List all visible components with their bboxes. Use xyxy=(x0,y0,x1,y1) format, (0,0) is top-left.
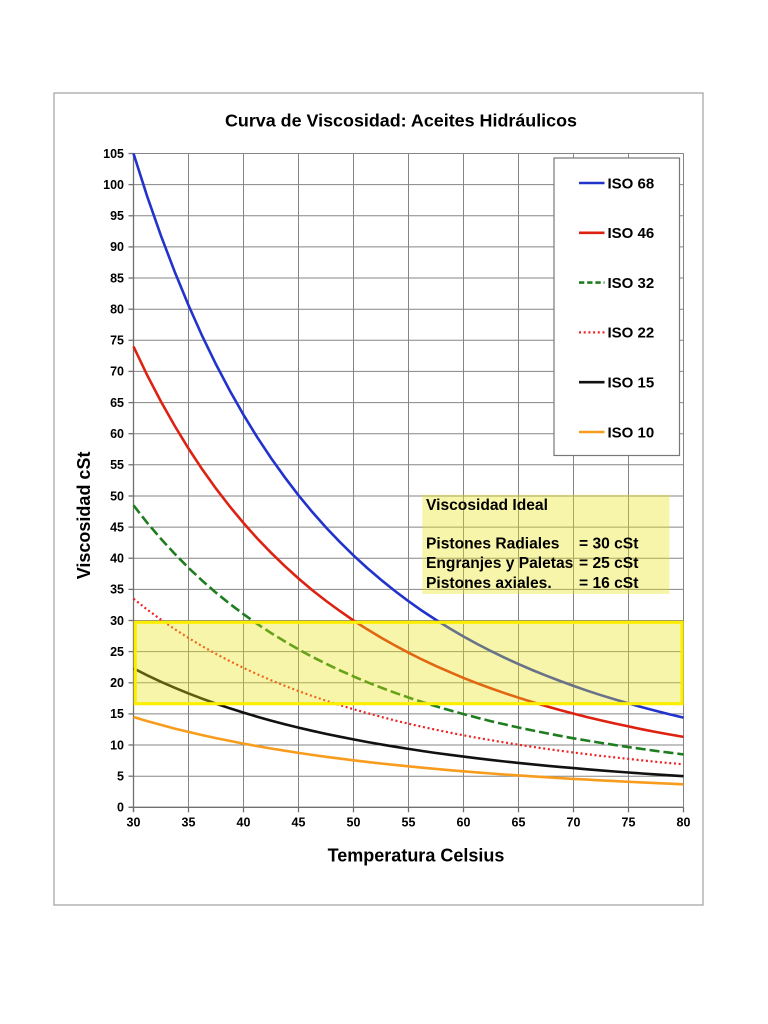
svg-text:35: 35 xyxy=(182,815,196,829)
svg-text:95: 95 xyxy=(110,209,124,223)
svg-text:= 25 cSt: = 25 cSt xyxy=(579,555,638,572)
svg-text:40: 40 xyxy=(237,815,251,829)
svg-text:80: 80 xyxy=(677,815,691,829)
svg-text:= 16 cSt: = 16 cSt xyxy=(579,575,638,592)
svg-text:100: 100 xyxy=(103,178,124,192)
svg-text:Pistones Radiales: Pistones Radiales xyxy=(426,536,560,553)
svg-text:45: 45 xyxy=(110,520,124,534)
svg-text:70: 70 xyxy=(110,365,124,379)
svg-text:75: 75 xyxy=(622,815,636,829)
svg-text:Viscosidad Ideal: Viscosidad Ideal xyxy=(426,497,548,514)
svg-text:= 30 cSt: = 30 cSt xyxy=(579,536,638,553)
svg-text:65: 65 xyxy=(512,815,526,829)
svg-text:10: 10 xyxy=(110,738,124,752)
svg-text:0: 0 xyxy=(117,801,124,815)
svg-text:15: 15 xyxy=(110,707,124,721)
svg-text:Temperatura Celsius: Temperatura Celsius xyxy=(328,846,505,866)
svg-text:50: 50 xyxy=(110,489,124,503)
svg-text:75: 75 xyxy=(110,334,124,348)
svg-text:40: 40 xyxy=(110,552,124,566)
svg-text:Viscosidad cSt: Viscosidad cSt xyxy=(74,452,94,580)
svg-text:85: 85 xyxy=(110,271,124,285)
svg-text:ISO 32: ISO 32 xyxy=(608,275,655,292)
svg-text:ISO 68: ISO 68 xyxy=(608,175,655,192)
svg-text:Curva de Viscosidad: Aceites H: Curva de Viscosidad: Aceites Hidráulicos xyxy=(225,111,577,131)
svg-text:ISO 15: ISO 15 xyxy=(608,375,655,392)
svg-text:45: 45 xyxy=(292,815,306,829)
svg-text:70: 70 xyxy=(567,815,581,829)
svg-text:60: 60 xyxy=(110,427,124,441)
svg-text:30: 30 xyxy=(127,815,141,829)
svg-text:25: 25 xyxy=(110,645,124,659)
svg-text:55: 55 xyxy=(402,815,416,829)
svg-text:105: 105 xyxy=(103,147,124,161)
svg-text:60: 60 xyxy=(457,815,471,829)
svg-text:ISO 46: ISO 46 xyxy=(608,225,655,242)
svg-text:65: 65 xyxy=(110,396,124,410)
svg-text:20: 20 xyxy=(110,676,124,690)
svg-text:5: 5 xyxy=(117,770,124,784)
svg-text:ISO 22: ISO 22 xyxy=(608,325,655,342)
svg-text:50: 50 xyxy=(347,815,361,829)
svg-text:80: 80 xyxy=(110,303,124,317)
svg-text:55: 55 xyxy=(110,458,124,472)
svg-text:90: 90 xyxy=(110,240,124,254)
svg-text:35: 35 xyxy=(110,583,124,597)
svg-text:Engranjes y Paletas: Engranjes y Paletas xyxy=(426,555,574,572)
svg-text:30: 30 xyxy=(110,614,124,628)
svg-text:ISO 10: ISO 10 xyxy=(608,424,655,441)
svg-text:Pistones axiales.: Pistones axiales. xyxy=(426,575,552,592)
